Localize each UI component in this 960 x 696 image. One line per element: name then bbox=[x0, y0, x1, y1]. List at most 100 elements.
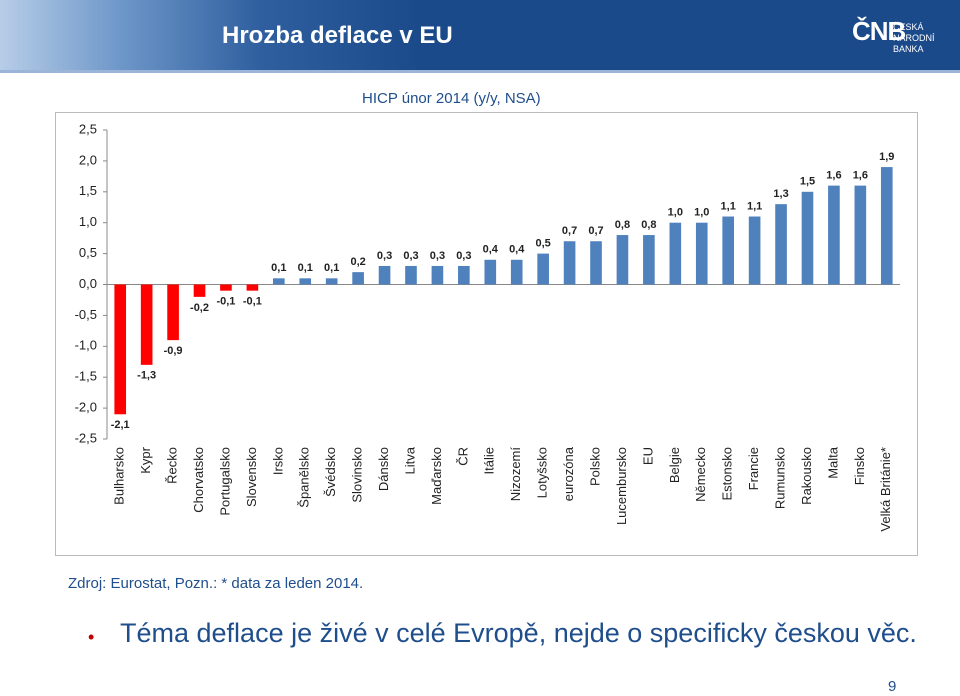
bar bbox=[458, 265, 470, 285]
x-tick-label: ČR bbox=[455, 447, 470, 466]
bar bbox=[273, 278, 285, 285]
x-tick-label: Slovensko bbox=[244, 447, 259, 507]
value-label: 0,2 bbox=[350, 256, 365, 268]
y-tick-label: -1,5 bbox=[75, 369, 97, 384]
value-label: 1,1 bbox=[721, 200, 736, 212]
bar bbox=[325, 278, 338, 285]
value-label: 0,5 bbox=[536, 238, 551, 250]
bar bbox=[669, 222, 682, 285]
value-label: 0,8 bbox=[641, 219, 656, 231]
value-label: 1,3 bbox=[773, 188, 788, 200]
bar bbox=[854, 185, 867, 285]
y-tick-label: -2,5 bbox=[75, 430, 97, 445]
y-tick-label: 1,0 bbox=[79, 214, 97, 229]
x-tick-label: Itálie bbox=[482, 447, 497, 474]
x-tick-label: Švédsko bbox=[323, 447, 338, 497]
y-tick-label: 0,0 bbox=[79, 276, 97, 291]
y-tick-label: -1,0 bbox=[75, 338, 97, 353]
x-tick-label: Německo bbox=[693, 447, 708, 502]
bar bbox=[801, 191, 814, 285]
bar bbox=[828, 185, 840, 285]
x-tick-label: Litva bbox=[402, 446, 417, 474]
x-tick-label: Maďarsko bbox=[429, 447, 444, 505]
bar bbox=[114, 284, 127, 415]
x-tick-label: Finsko bbox=[852, 447, 867, 485]
x-tick-label: Francie bbox=[746, 447, 761, 490]
bar bbox=[643, 235, 655, 285]
value-label: 0,1 bbox=[298, 262, 313, 274]
value-label: -0,9 bbox=[164, 345, 183, 357]
y-tick-label: 2,0 bbox=[79, 152, 97, 167]
logo-text: ČESKÁ NÁRODNÍ BANKA bbox=[893, 22, 960, 55]
x-tick-label: Bulharsko bbox=[112, 447, 127, 505]
bullet-marker: • bbox=[88, 627, 95, 647]
value-label: 1,9 bbox=[879, 151, 894, 163]
x-tick-label: Rumunsko bbox=[772, 447, 787, 509]
source-note: Zdroj: Eurostat, Pozn.: * data za leden … bbox=[68, 575, 364, 592]
value-label: 1,0 bbox=[668, 207, 683, 219]
x-tick-label: Chorvatsko bbox=[191, 447, 206, 513]
bar bbox=[537, 253, 549, 285]
x-tick-label: eurozóna bbox=[561, 446, 576, 501]
value-label: 0,4 bbox=[509, 244, 525, 256]
bar bbox=[590, 241, 602, 285]
bar bbox=[695, 222, 708, 285]
bar bbox=[140, 284, 153, 365]
bar bbox=[431, 265, 444, 285]
value-label: 1,5 bbox=[800, 176, 815, 188]
value-label: 1,1 bbox=[747, 200, 762, 212]
bar bbox=[299, 278, 312, 285]
value-label: 1,6 bbox=[826, 170, 841, 182]
value-label: -2,1 bbox=[111, 419, 130, 431]
bar bbox=[722, 216, 734, 285]
value-label: 0,4 bbox=[483, 244, 499, 256]
value-label: 0,7 bbox=[562, 225, 577, 237]
slide-title: Hrozba deflace v EU bbox=[222, 22, 453, 49]
x-tick-label: Nizozemí bbox=[508, 447, 523, 502]
x-tick-label: Řecko bbox=[165, 447, 180, 484]
value-label: 1,0 bbox=[694, 207, 709, 219]
chart: 2,5 2,0 1,5 1,0 0,5 0,0 -0,5 -1,0 -1,5 -2,0 -2,5 Bu… bbox=[55, 112, 918, 556]
bar bbox=[352, 272, 364, 285]
x-tick-label: Portugalsko bbox=[217, 447, 232, 516]
bar bbox=[193, 284, 206, 297]
bar bbox=[775, 204, 787, 285]
x-tick-label: Velká Británie* bbox=[878, 447, 893, 532]
value-label: 0,1 bbox=[271, 262, 286, 274]
bar bbox=[880, 167, 893, 285]
header-line bbox=[0, 70, 960, 73]
bar bbox=[167, 284, 179, 341]
bar bbox=[484, 259, 497, 285]
value-label: 1,6 bbox=[853, 170, 868, 182]
value-label: 0,7 bbox=[588, 225, 603, 237]
x-tick-label: Malta bbox=[825, 446, 840, 479]
value-label: 0,3 bbox=[377, 250, 392, 262]
chart-title: HICP únor 2014 (y/y, NSA) bbox=[362, 90, 541, 107]
x-tick-label: Irsko bbox=[270, 447, 285, 475]
x-tick-label: Kypr bbox=[138, 446, 153, 473]
y-tick-label: 0,5 bbox=[79, 245, 97, 260]
y-tick-label: -0,5 bbox=[75, 307, 97, 322]
bar bbox=[616, 235, 629, 285]
x-tick-label: Španělsko bbox=[297, 447, 312, 508]
value-label: -0,2 bbox=[190, 302, 209, 314]
logo-line: ČESKÁ bbox=[893, 22, 924, 32]
value-label: -0,1 bbox=[243, 296, 262, 308]
x-tick-label: EU bbox=[640, 447, 655, 465]
x-tick-label: Dánsko bbox=[376, 447, 391, 491]
bar bbox=[220, 284, 232, 291]
page-number: 9 bbox=[888, 678, 897, 695]
y-tick-label: 1,5 bbox=[79, 183, 97, 198]
x-tick-label: Lotyšsko bbox=[535, 447, 550, 498]
x-tick-label: Lucembursko bbox=[614, 447, 629, 525]
bar bbox=[563, 241, 576, 285]
y-tick-label: 2,5 bbox=[79, 121, 97, 136]
bar bbox=[748, 216, 761, 285]
x-tick-label: Slovinsko bbox=[350, 447, 365, 503]
bullet-text: Téma deflace je živé v celé Evropě, nejd… bbox=[120, 618, 917, 648]
x-tick-label: Rakousko bbox=[799, 447, 814, 505]
x-tick-label: Estonsko bbox=[720, 447, 735, 500]
bar bbox=[405, 265, 417, 285]
x-tick-label: Belgie bbox=[667, 447, 682, 483]
